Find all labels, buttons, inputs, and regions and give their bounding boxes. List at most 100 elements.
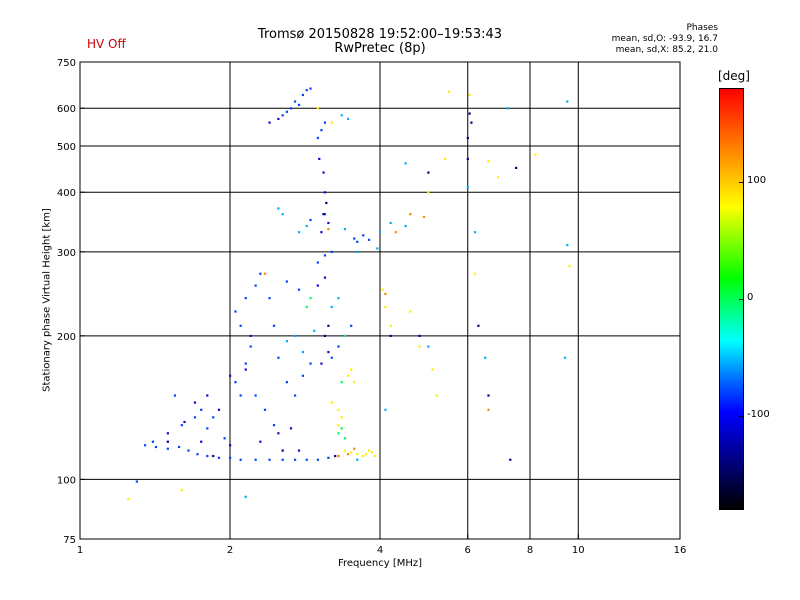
data-point: [151, 440, 155, 443]
x-tick-label: 8: [527, 545, 533, 556]
chart-subtitle: RwPretec (8p): [334, 41, 426, 56]
data-point: [277, 432, 280, 435]
data-point: [254, 394, 257, 397]
phases-o-mode: mean, sd,O: -93.9, 16.7: [611, 34, 718, 44]
data-point: [285, 381, 288, 384]
data-point: [330, 250, 333, 254]
data-point: [285, 110, 288, 113]
data-point: [244, 495, 247, 498]
data-point: [320, 231, 323, 234]
data-point: [281, 114, 284, 117]
data-point: [254, 284, 257, 287]
data-point: [447, 90, 451, 93]
data-point: [470, 121, 473, 124]
data-point: [249, 334, 252, 338]
data-point: [206, 394, 209, 397]
data-point: [239, 324, 242, 327]
data-point: [468, 93, 471, 97]
data-point: [327, 221, 330, 225]
data-point: [285, 340, 288, 343]
data-point: [154, 445, 158, 449]
data-point: [244, 297, 247, 300]
data-point: [320, 129, 323, 132]
data-point: [473, 272, 477, 275]
data-point: [244, 368, 247, 371]
data-point: [323, 254, 327, 257]
data-point: [334, 454, 337, 458]
data-point: [316, 136, 319, 140]
data-point: [566, 100, 569, 103]
data-point: [309, 218, 312, 222]
data-point: [229, 374, 232, 377]
data-point: [309, 87, 312, 90]
data-point: [173, 394, 177, 397]
phases-summary: Phases mean, sd,O: -93.9, 16.7 mean, sd,…: [560, 23, 718, 56]
data-point: [293, 458, 297, 461]
data-point: [340, 416, 343, 419]
data-point: [281, 458, 284, 461]
data-point: [325, 201, 328, 205]
data-point: [350, 324, 353, 327]
data-point: [212, 416, 215, 419]
x-tick-label: 2: [227, 545, 233, 556]
colorbar-tick-label: 0: [747, 292, 754, 303]
data-point: [313, 329, 316, 332]
x-axis-label: Frequency [MHz]: [337, 558, 423, 569]
data-point: [259, 440, 262, 443]
data-point: [309, 297, 312, 300]
data-point: [427, 191, 430, 194]
data-point: [350, 368, 353, 371]
data-point: [316, 284, 319, 287]
data-point: [337, 345, 340, 348]
data-point: [316, 261, 319, 264]
data-point: [340, 427, 343, 430]
data-point: [212, 454, 215, 458]
data-point: [127, 497, 130, 501]
data-point: [353, 447, 356, 450]
x-tick-label: 16: [674, 545, 687, 556]
data-point: [322, 171, 325, 174]
data-point: [272, 424, 276, 427]
data-point: [384, 408, 387, 411]
data-point: [343, 437, 347, 440]
data-point: [322, 213, 325, 216]
chart-title: Tromsø 20150828 19:52:00–19:53:43: [257, 27, 503, 42]
y-tick-label: 100: [57, 475, 76, 486]
data-point: [301, 374, 305, 377]
data-point: [217, 408, 221, 411]
data-point: [466, 136, 469, 140]
data-point: [166, 432, 169, 435]
data-point: [206, 427, 209, 430]
x-tick-label: 6: [465, 545, 471, 556]
data-point: [443, 157, 447, 161]
data-point: [323, 276, 327, 279]
data-point: [515, 166, 518, 170]
colorbar-label: [deg]: [718, 69, 750, 83]
data-point: [281, 449, 284, 452]
data-point: [477, 324, 480, 327]
data-point: [379, 231, 382, 234]
data-point: [316, 107, 319, 110]
data-point: [330, 356, 333, 359]
x-tick-label: 10: [572, 545, 585, 556]
data-point: [509, 458, 512, 461]
colorbar-tick-mark: [739, 181, 744, 183]
data-point: [305, 458, 308, 461]
data-point: [404, 224, 407, 228]
data-point: [180, 489, 183, 492]
data-point: [305, 305, 308, 309]
data-point: [323, 334, 327, 338]
data-point: [367, 238, 371, 241]
data-point: [487, 394, 490, 397]
data-point: [346, 117, 350, 121]
data-point: [318, 157, 321, 161]
data-point: [281, 213, 284, 216]
data-point: [143, 444, 147, 447]
data-point: [376, 247, 379, 250]
data-point: [268, 297, 271, 300]
data-point: [293, 394, 297, 397]
data-point: [196, 453, 199, 456]
data-point: [566, 244, 569, 247]
data-point: [389, 221, 392, 225]
data-point: [337, 432, 340, 435]
